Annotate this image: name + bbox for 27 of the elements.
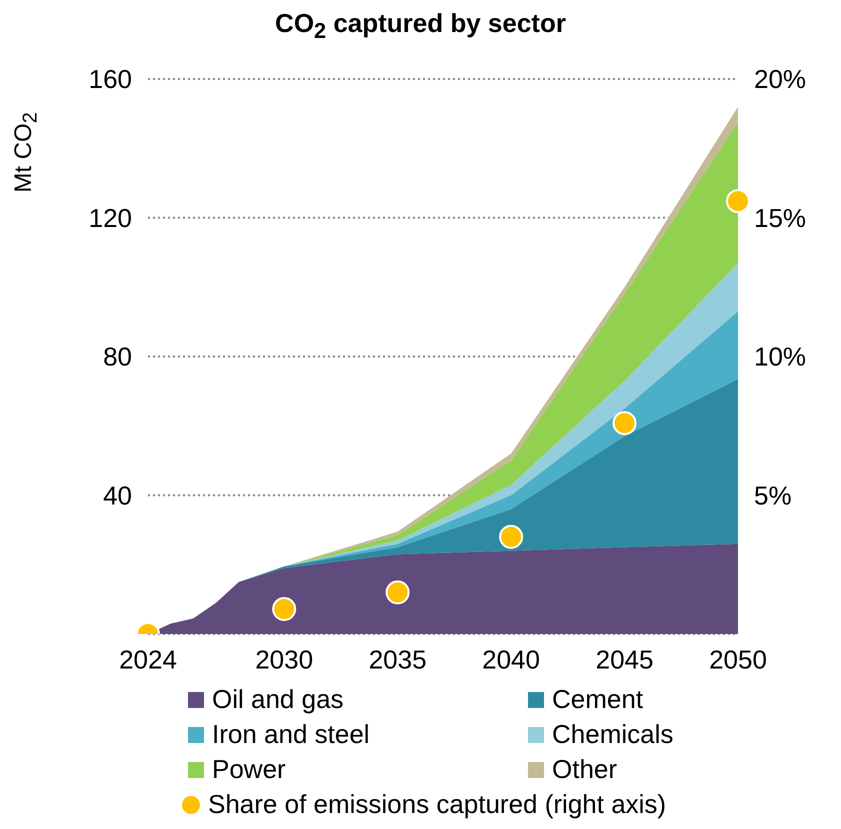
y-tick-label: 120 <box>88 203 132 234</box>
point <box>612 411 637 436</box>
legend-label: Cement <box>552 684 644 716</box>
x-tick-label: 2045 <box>596 644 654 675</box>
point <box>726 189 750 214</box>
point <box>272 597 296 622</box>
y-tick-label: 40 <box>103 480 132 511</box>
y2-tick-label: 20% <box>754 64 806 94</box>
legend-label: Share of emissions captured (right axis) <box>208 789 666 820</box>
y-tick-label: 160 <box>88 64 132 94</box>
point <box>499 525 524 550</box>
legend-label: Oil and gas <box>212 684 344 716</box>
legend-label: Chemicals <box>552 719 674 750</box>
legend-label: Iron and steel <box>212 719 370 750</box>
x-tick-label: 2035 <box>368 644 427 675</box>
x-tick-label: 2050 <box>709 644 767 675</box>
y2-tick-label: 15% <box>754 203 806 234</box>
chart-title: CO$_{2}$ captured by sector <box>274 8 567 44</box>
x-tick-label: 2030 <box>255 644 314 675</box>
legend-label: Other <box>552 754 618 786</box>
point <box>386 580 410 605</box>
x-tick-label: 2024 <box>119 644 177 675</box>
y2-tick-label: 5% <box>754 480 792 511</box>
y2-tick-label: 10% <box>754 342 806 372</box>
y-tick-label: 80 <box>103 342 132 372</box>
legend-label: Power <box>212 754 286 786</box>
x-tick-label: 2040 <box>482 644 540 675</box>
